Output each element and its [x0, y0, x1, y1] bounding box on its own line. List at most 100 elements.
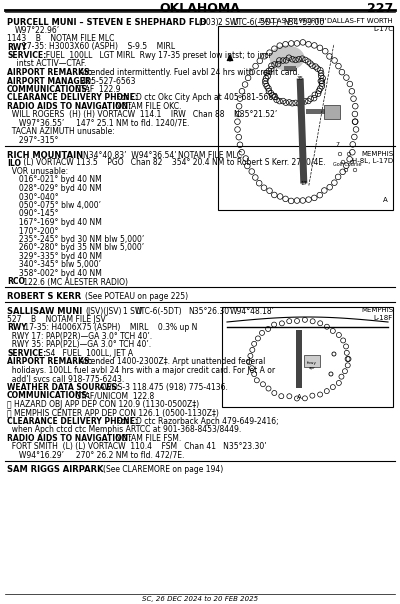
Text: RWY: RWY — [7, 324, 27, 332]
Text: NOTAM FILE MLC.: NOTAM FILE MLC. — [178, 150, 244, 159]
Bar — [296, 330, 302, 388]
Text: N: N — [228, 57, 232, 62]
Text: fnwy
apr: fnwy apr — [307, 361, 317, 370]
Text: 030°-040°: 030°-040° — [7, 193, 59, 202]
Text: CLEARANCE DELIVERY PHONE:: CLEARANCE DELIVERY PHONE: — [7, 417, 138, 426]
Text: COMMUNICATIONS:: COMMUNICATIONS: — [7, 391, 91, 400]
Text: 329°-335° byd 40 NM: 329°-335° byd 40 NM — [7, 252, 102, 261]
Text: W97°36.55’     147° 25.1 NM to fld. 1240/7E.: W97°36.55’ 147° 25.1 NM to fld. 1240/7E. — [7, 119, 189, 128]
Text: L-18F: L-18F — [374, 315, 393, 321]
Text: Attended intermittently. Fuel avbl 24 hrs with credit card.: Attended intermittently. Fuel avbl 24 hr… — [77, 68, 300, 77]
Text: 260°-280° byd 35 NM blw 5,000’: 260°-280° byd 35 NM blw 5,000’ — [7, 243, 144, 252]
Text: CTAF  122.9: CTAF 122.9 — [73, 85, 120, 94]
Text: 227: 227 — [367, 2, 393, 15]
Text: 235°-245° byd 30 NM blw 5,000’: 235°-245° byd 30 NM blw 5,000’ — [7, 235, 144, 244]
Text: Ⓟ HAZARD OBJ APP DEP CON 120.9 (1130-0500Z‡): Ⓟ HAZARD OBJ APP DEP CON 120.9 (1130-050… — [7, 400, 199, 409]
Text: MEMPHIS: MEMPHIS — [361, 150, 393, 156]
Text: SAM RIGGS AIRPARK: SAM RIGGS AIRPARK — [7, 466, 104, 475]
Text: WEATHER DATA SOURCES:: WEATHER DATA SOURCES: — [7, 383, 120, 392]
Text: VOR unusable:: VOR unusable: — [7, 167, 68, 176]
Text: SC, 26 DEC 2024 to 20 FEB 2025: SC, 26 DEC 2024 to 20 FEB 2025 — [142, 596, 258, 602]
Text: 358°-002° byd 40 NM: 358°-002° byd 40 NM — [7, 269, 102, 278]
Bar — [324, 105, 340, 119]
Text: (303): (303) — [198, 18, 219, 27]
Text: ILO: ILO — [7, 158, 21, 167]
Text: (See CLAREMORE on page 194): (See CLAREMORE on page 194) — [103, 466, 223, 475]
Text: 016°-021° byd 40 NM: 016°-021° byd 40 NM — [7, 176, 102, 184]
Bar — [304, 355, 320, 367]
Text: FUEL  100LL   LGT MIRL  Rwy 17-35 preset low intst; to incr: FUEL 100LL LGT MIRL Rwy 17-35 preset low… — [41, 51, 272, 60]
Polygon shape — [297, 79, 307, 184]
Bar — [306, 109, 326, 114]
Text: (See POTEAU on page 225): (See POTEAU on page 225) — [85, 292, 188, 301]
Text: OKLAHOMA: OKLAHOMA — [160, 2, 240, 15]
Text: 1143    B    NOTAM FILE MLC: 1143 B NOTAM FILE MLC — [7, 34, 114, 43]
Text: RICH MOUNTAIN: RICH MOUNTAIN — [7, 150, 83, 159]
Text: TACAN AZIMUTH unusable:: TACAN AZIMUTH unusable: — [7, 127, 115, 137]
Text: AIRPORT REMARKS:: AIRPORT REMARKS: — [7, 358, 92, 367]
Text: CTAF/UNICOM  122.8: CTAF/UNICOM 122.8 — [73, 391, 154, 400]
Text: AIRPORT MANAGER:: AIRPORT MANAGER: — [7, 77, 94, 86]
Bar — [218, 26, 393, 210]
Text: CLEARANCE DELIVERY PHONE:: CLEARANCE DELIVERY PHONE: — [7, 94, 138, 103]
Text: UTC-6(-5DT): UTC-6(-5DT) — [232, 18, 279, 27]
Text: SERVICE:: SERVICE: — [7, 349, 46, 358]
Text: WILL ROGERS  (H) (H) VORTACW  114.1    IRW   Chan 88    N35°21.52’: WILL ROGERS (H) (H) VORTACW 114.1 IRW Ch… — [7, 111, 277, 120]
Text: FORT SMITH  (L) (L) VORTACW  110.4    FSM   Chan 41   N35°23.30’: FORT SMITH (L) (L) VORTACW 110.4 FSM Cha… — [7, 443, 267, 452]
Text: 122.6 (MC ALESTER RADIO): 122.6 (MC ALESTER RADIO) — [21, 277, 128, 286]
Text: N35°26.30’: N35°26.30’ — [188, 307, 232, 316]
Text: RWY 35: PAP(P2L)—GA 3.0° TCH 40’.: RWY 35: PAP(P2L)—GA 3.0° TCH 40’. — [7, 341, 151, 350]
Bar — [222, 307, 393, 407]
Text: 405-527-6563: 405-527-6563 — [79, 77, 136, 86]
Text: 050°-075° blw 4,000’: 050°-075° blw 4,000’ — [7, 201, 101, 210]
Text: A: A — [383, 197, 387, 203]
Text: AWOS-3 118.475 (918) 775-4136.: AWOS-3 118.475 (918) 775-4136. — [97, 383, 228, 392]
Text: Ⓟ MEMPHIS CENTER APP DEP CON 126.1 (0500-1130Z‡): Ⓟ MEMPHIS CENTER APP DEP CON 126.1 (0500… — [7, 408, 219, 417]
Text: 17-35: H4006X75 (ASPH)    MIRL    0.3% up N: 17-35: H4006X75 (ASPH) MIRL 0.3% up N — [22, 324, 197, 332]
Text: 090°-145°: 090°-145° — [7, 210, 58, 219]
Text: 2 SW: 2 SW — [218, 18, 237, 27]
Text: 297°-315°: 297°-315° — [7, 136, 58, 145]
Text: L-17C: L-17C — [373, 26, 393, 32]
Text: N34°40.83’  W94°36.54’: N34°40.83’ W94°36.54’ — [83, 150, 177, 159]
Text: 7: 7 — [335, 142, 339, 147]
Text: W97°22.96’: W97°22.96’ — [15, 26, 60, 35]
Text: For CD ctc Okc City Apch at 405-681-5683.: For CD ctc Okc City Apch at 405-681-5683… — [114, 94, 280, 103]
Text: W94°48.18’: W94°48.18’ — [230, 307, 275, 316]
Text: For CD ctc Razorback Apch 479-649-2416;: For CD ctc Razorback Apch 479-649-2416; — [114, 417, 279, 426]
Text: Attended 1400-2300Z‡. Arpt unattended federal: Attended 1400-2300Z‡. Arpt unattended fe… — [77, 358, 265, 367]
Text: S4   FUEL  100LL, JET A: S4 FUEL 100LL, JET A — [41, 349, 133, 358]
Text: COMMUNICATIONS:: COMMUNICATIONS: — [7, 85, 91, 94]
Text: SERVICE:: SERVICE: — [7, 51, 46, 60]
Text: RADIO AIDS TO NAVIGATION:: RADIO AIDS TO NAVIGATION: — [7, 102, 131, 111]
Text: W94°16.29’     270° 26.2 NM to fld. 472/7E.: W94°16.29’ 270° 26.2 NM to fld. 472/7E. — [7, 451, 184, 460]
Text: UTC-6(-5DT): UTC-6(-5DT) — [135, 307, 182, 316]
Text: 17-35: H3003X60 (ASPH)    S-9.5    MIRL: 17-35: H3003X60 (ASPH) S-9.5 MIRL — [22, 42, 175, 51]
Text: 340°-345° blw 5,000’: 340°-345° blw 5,000’ — [7, 260, 101, 269]
Text: RWY: RWY — [7, 42, 27, 51]
Text: RWY 17: PAP(P2R)—GA 3.0° TCH 40’.: RWY 17: PAP(P2R)—GA 3.0° TCH 40’. — [7, 332, 152, 341]
Text: PURCELL MUNI – STEVEN E SHEPHARD FLD: PURCELL MUNI – STEVEN E SHEPHARD FLD — [7, 18, 207, 27]
Text: (JSV)(JSV): (JSV)(JSV) — [85, 307, 122, 316]
Text: 17: 17 — [300, 181, 307, 187]
Ellipse shape — [270, 45, 304, 71]
Text: N34°59.00’: N34°59.00’ — [283, 18, 327, 27]
Text: DALLAS-FT WORTH: DALLAS-FT WORTH — [327, 18, 393, 24]
Text: 35: 35 — [297, 76, 304, 80]
Text: 1 SW: 1 SW — [123, 307, 142, 316]
Text: ROBERT S KERR: ROBERT S KERR — [7, 292, 81, 301]
Text: SALLISAW MUNI: SALLISAW MUNI — [7, 307, 82, 316]
Bar — [284, 66, 296, 71]
Text: AIRPORT REMARKS:: AIRPORT REMARKS: — [7, 68, 92, 77]
Text: when Apch ctcd ctc Memphis ARTCC at 901-368-8453/8449.: when Apch ctcd ctc Memphis ARTCC at 901-… — [7, 425, 241, 434]
Text: NOTAM FILE OKC.: NOTAM FILE OKC. — [113, 102, 181, 111]
Text: 028°-029° byd 40 NM: 028°-029° byd 40 NM — [7, 184, 102, 193]
Text: RADIO AIDS TO NAVIGATION:: RADIO AIDS TO NAVIGATION: — [7, 434, 131, 443]
Text: DALLAS-FT WORTH: DALLAS-FT WORTH — [259, 18, 325, 24]
Text: intst ACTIV—CTAF.: intst ACTIV—CTAF. — [7, 60, 86, 68]
Text: add’l svcs call 918-775-6243.: add’l svcs call 918-775-6243. — [7, 374, 124, 384]
Text: 170°-200°: 170°-200° — [7, 226, 58, 236]
Text: A: A — [296, 394, 301, 400]
Text: MEMPHIS: MEMPHIS — [361, 307, 393, 313]
Text: NOTAM FILE FSM.: NOTAM FILE FSM. — [113, 434, 181, 443]
